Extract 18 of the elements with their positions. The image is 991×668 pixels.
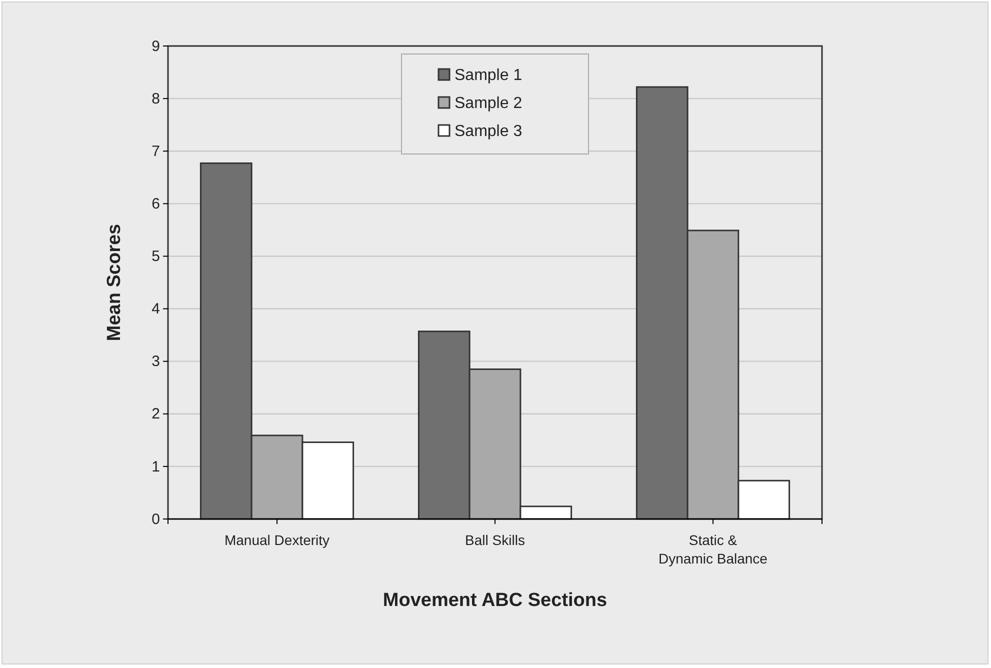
- x-tick-label: Ball Skills: [465, 532, 525, 548]
- y-tick-label: 9: [152, 38, 160, 55]
- legend-label: Sample 2: [454, 95, 522, 112]
- y-tick-label: 7: [152, 142, 160, 160]
- y-tick-label: 8: [152, 90, 160, 108]
- x-axis-title: Movement ABC Sections: [382, 590, 608, 611]
- y-tick-label: 6: [152, 195, 160, 212]
- x-tick-label: Static & Dynamic Balance: [658, 532, 768, 566]
- legend-label: Sample 1: [454, 67, 522, 84]
- y-tick-label: 3: [152, 353, 160, 370]
- y-tick-label: 0: [152, 510, 160, 528]
- legend-label: Sample 3: [454, 123, 522, 140]
- y-tick-label: 5: [152, 248, 160, 266]
- y-axis-title: Mean Scores: [104, 224, 125, 342]
- y-tick-label: 1: [152, 458, 160, 476]
- x-tick-label: Manual Dexterity: [224, 532, 330, 548]
- y-tick-label: 4: [152, 300, 160, 318]
- y-tick-label: 2: [152, 406, 160, 423]
